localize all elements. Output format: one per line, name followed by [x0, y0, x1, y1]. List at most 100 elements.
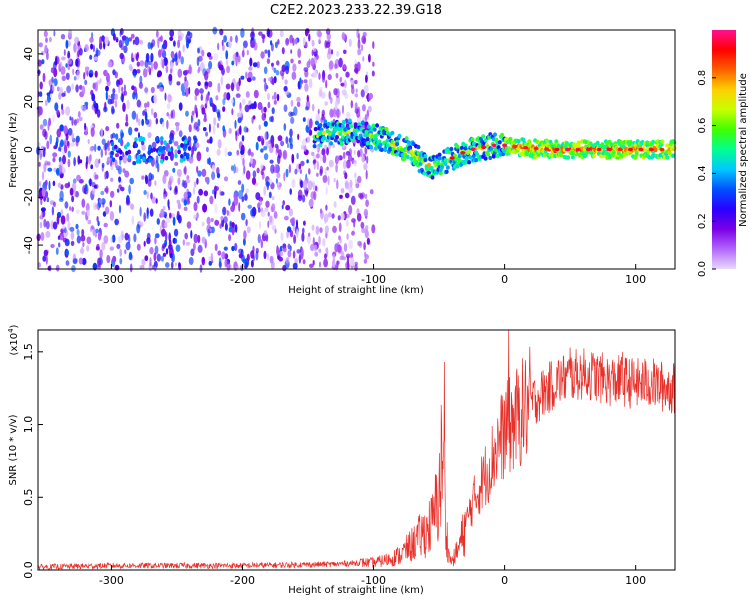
spectrogram-cell [52, 157, 56, 163]
spectrogram-cell [183, 151, 187, 157]
spectrogram-cell [106, 79, 111, 87]
spectrogram-cell [139, 60, 145, 67]
spectrogram-cell [266, 28, 270, 38]
spectrogram-cell [247, 71, 253, 79]
spectrogram-cell [327, 74, 332, 81]
spectrogram-cell [65, 132, 69, 141]
spectrogram-cell [253, 89, 259, 99]
spectrogram-cell [197, 170, 202, 177]
spectrogram-cell [49, 93, 53, 99]
spectrogram-cell [86, 69, 89, 77]
spectrogram-cell [314, 185, 318, 191]
spectrogram-cell [344, 172, 348, 180]
spectrogram-cell [130, 203, 135, 210]
spectrogram-cell [149, 209, 152, 216]
spectrogram-cell [313, 126, 318, 132]
spectrogram-cell [283, 85, 288, 92]
spectrogram-cell [313, 69, 318, 78]
spectrogram-cell [277, 181, 280, 187]
spectrogram-cell [174, 122, 180, 127]
spectrogram-cell [533, 146, 539, 151]
spectrogram-cell [48, 79, 52, 85]
spectrogram-cell [308, 33, 311, 42]
spectrogram-cell [337, 244, 342, 253]
spectrogram-y-label: Frequency (Hz) [8, 112, 19, 188]
spectrogram-cell [141, 258, 146, 266]
spectrogram-cell [308, 232, 311, 237]
spectrogram-cell [58, 197, 64, 202]
spectrogram-cell [660, 139, 665, 144]
spectrogram-cell [85, 66, 90, 71]
spectrogram-cell [73, 76, 77, 81]
spectrogram-cell [231, 221, 235, 228]
spectrogram-cell [146, 213, 149, 219]
spectrogram-cell [449, 146, 454, 152]
spectrogram-cell [125, 150, 129, 156]
spectrogram-cell [328, 60, 334, 70]
spectrogram-cell [395, 142, 400, 147]
spectrogram-cell [311, 39, 315, 47]
spectrogram-cell [182, 44, 185, 53]
spectrogram-cell [287, 250, 292, 258]
spectrogram-cell [259, 200, 263, 206]
spectrogram-cell [147, 42, 151, 50]
spectrogram-cell [204, 71, 209, 81]
spectrogram-cell [233, 164, 236, 174]
spectrogram-cell [318, 235, 321, 245]
spectrogram-cell [284, 90, 290, 95]
spectrogram-cell [145, 175, 149, 185]
spectrogram-cell [320, 91, 326, 99]
spectrogram-cell [323, 258, 328, 268]
spectrogram-cell [351, 218, 356, 223]
spectrogram-cell [158, 147, 162, 153]
spectrogram-cell [52, 114, 55, 123]
spectrogram-cell [246, 49, 249, 56]
spectrogram-cell [125, 121, 129, 127]
spectrogram-cell [325, 204, 328, 211]
spectrogram-cell [335, 135, 339, 140]
spectrogram-cell [89, 54, 93, 60]
spectrogram-cell [250, 250, 255, 259]
spectrogram-cell [96, 243, 100, 251]
spectrogram-cell [167, 199, 170, 208]
spectrogram-cell [263, 146, 267, 151]
spectrogram-cell [300, 180, 303, 188]
snr-y-label: SNR (10 * v/v) [8, 414, 19, 485]
spectrogram-cell [359, 148, 363, 158]
snr-y-tick-label: 0.0 [22, 561, 35, 579]
spectrogram-cell [310, 243, 315, 252]
spectrogram-cell [94, 158, 100, 168]
spectrogram-cell [64, 144, 68, 154]
spectrogram-cell [94, 232, 98, 238]
spectrogram-cell [226, 65, 231, 74]
spectrogram-cell [346, 111, 351, 119]
spectrogram-cell [283, 104, 288, 112]
spectrogram-cell [651, 139, 656, 145]
spectrogram-cell [316, 30, 322, 38]
spectrogram-cell [160, 159, 164, 164]
spectrogram-cell [304, 41, 308, 48]
spectrogram-cell [174, 53, 178, 62]
spectrogram-cell [39, 91, 43, 97]
spectrogram-cell [104, 36, 109, 46]
spectrogram-cell [246, 253, 250, 262]
spectrogram-cell [252, 76, 256, 81]
spectrogram-cell [177, 214, 182, 224]
spectrogram-cell [214, 190, 217, 200]
spectrogram-cell [43, 249, 49, 257]
spectrogram-cell [225, 50, 229, 60]
spectrogram-cell [146, 191, 149, 199]
spectrogram-cell [132, 161, 137, 166]
spectrogram-cell [323, 213, 329, 223]
spectrogram-cell [339, 194, 343, 199]
spectrogram-cell [360, 89, 365, 98]
spectrogram-cell [57, 235, 61, 240]
spectrogram-cell [322, 154, 327, 164]
spectrogram-cell [201, 236, 206, 244]
spectrogram-cell [193, 242, 196, 251]
spectrogram-cell [360, 221, 365, 229]
spectrogram-cell [101, 241, 106, 251]
spectrogram-cell [354, 63, 358, 70]
spectrogram-cell [288, 137, 292, 143]
spectrogram-cell [437, 152, 442, 157]
